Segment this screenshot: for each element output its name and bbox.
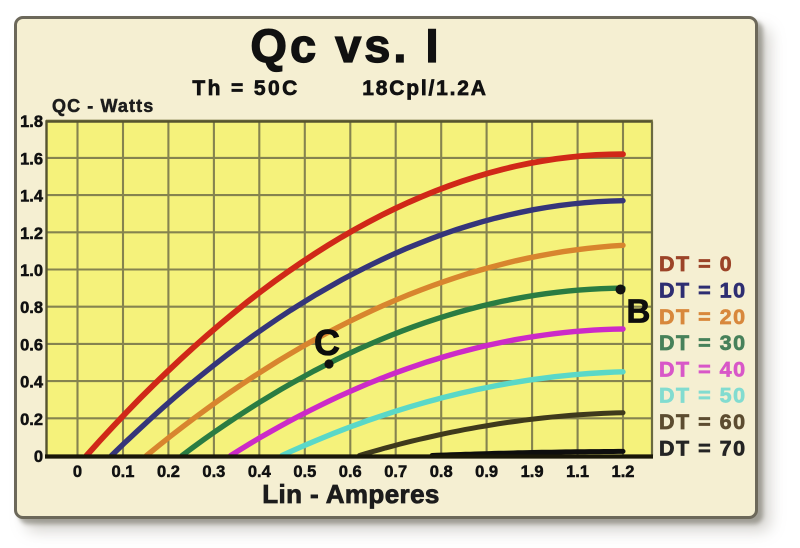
svg-text:DT = 10: DT = 10 [659, 279, 747, 303]
svg-text:0.8: 0.8 [430, 463, 453, 481]
svg-text:DT = 30: DT = 30 [659, 331, 747, 355]
svg-text:1.0: 1.0 [20, 262, 43, 280]
svg-text:1.8: 1.8 [20, 113, 43, 131]
svg-text:18Cpl/1.2A: 18Cpl/1.2A [362, 77, 487, 100]
svg-text:0: 0 [34, 448, 43, 466]
svg-text:0.8: 0.8 [20, 299, 43, 317]
svg-text:0.4: 0.4 [20, 374, 44, 392]
svg-text:1.9: 1.9 [521, 463, 544, 481]
svg-text:0.4: 0.4 [248, 463, 272, 481]
svg-text:DT = 40: DT = 40 [659, 357, 747, 381]
svg-text:DT = 20: DT = 20 [659, 305, 747, 329]
svg-text:0.2: 0.2 [20, 411, 43, 429]
svg-text:0.3: 0.3 [202, 463, 225, 481]
svg-text:0.6: 0.6 [20, 336, 43, 354]
svg-text:Th = 50C: Th = 50C [192, 77, 299, 100]
svg-text:1.2: 1.2 [612, 463, 635, 481]
svg-text:Qc vs. I: Qc vs. I [250, 19, 441, 72]
svg-text:0.1: 0.1 [111, 463, 134, 481]
svg-text:0.7: 0.7 [384, 463, 407, 481]
svg-text:Lin - Amperes: Lin - Amperes [262, 479, 440, 509]
svg-text:1.6: 1.6 [20, 150, 43, 168]
svg-text:0.2: 0.2 [157, 463, 180, 481]
svg-text:0.5: 0.5 [293, 463, 316, 481]
svg-text:1.2: 1.2 [20, 225, 43, 243]
svg-text:DT = 60: DT = 60 [659, 410, 747, 434]
svg-text:DT = 70: DT = 70 [659, 436, 747, 460]
svg-text:DT = 0: DT = 0 [659, 252, 733, 276]
svg-text:1.1: 1.1 [566, 463, 589, 481]
svg-text:1.4: 1.4 [20, 188, 44, 206]
svg-text:QC - Watts: QC - Watts [52, 96, 154, 116]
svg-text:0: 0 [73, 463, 82, 481]
svg-text:B: B [627, 293, 651, 330]
svg-text:0.9: 0.9 [475, 463, 498, 481]
svg-text:0.6: 0.6 [339, 463, 362, 481]
svg-text:C: C [314, 322, 340, 363]
svg-text:DT = 50: DT = 50 [659, 384, 747, 408]
